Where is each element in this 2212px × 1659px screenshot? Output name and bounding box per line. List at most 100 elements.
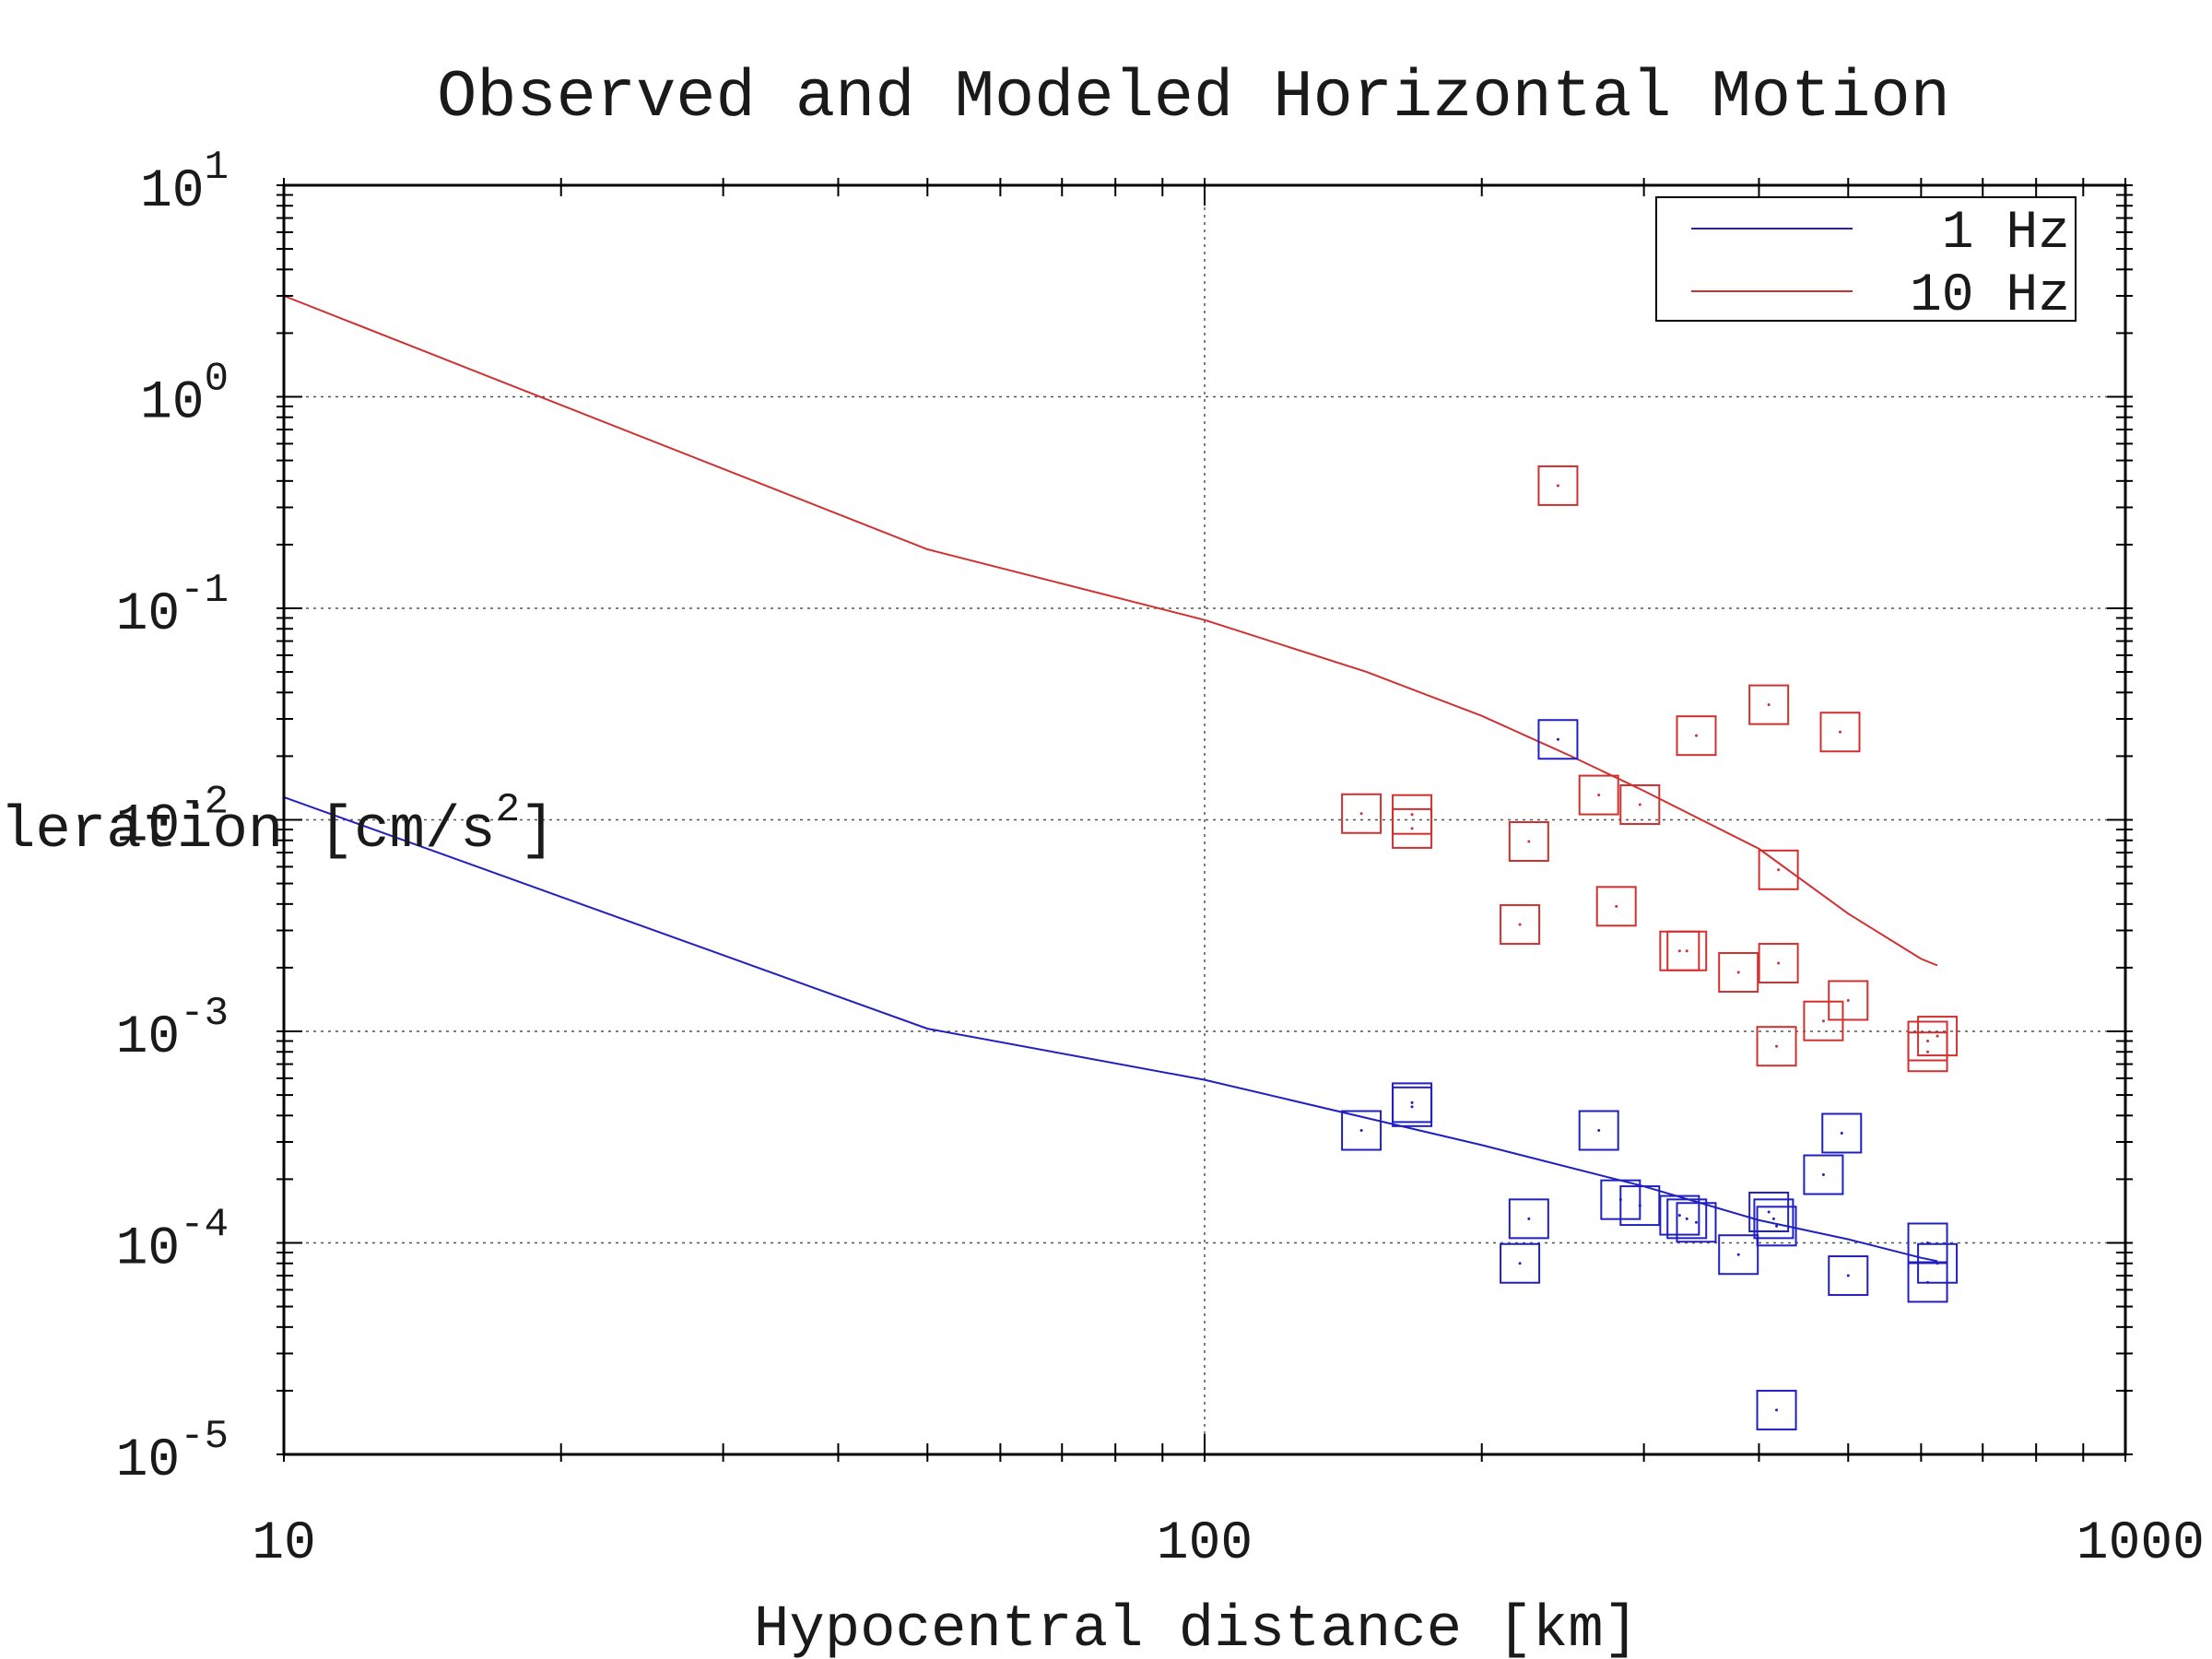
marker-square — [1828, 980, 1869, 1021]
marker-center-dot — [1685, 1217, 1688, 1220]
marker-square — [1756, 1026, 1797, 1067]
marker-square — [1758, 849, 1799, 890]
observed-point-10-hz — [1666, 930, 1708, 971]
marker-square — [1619, 1185, 1661, 1227]
marker-square — [1821, 1112, 1863, 1154]
observed-point-10-hz — [1907, 1020, 1948, 1062]
y-tick-label-exponent: -3 — [180, 991, 229, 1037]
observed-point-1-hz — [1753, 1198, 1794, 1240]
observed-point-1-hz — [1748, 1191, 1790, 1232]
y-tick-label-base: 10 — [140, 374, 205, 434]
marker-square — [1392, 807, 1433, 849]
marker-center-dot — [1767, 1210, 1771, 1214]
observed-point-1-hz — [1676, 1202, 1717, 1243]
marker-center-dot — [1677, 949, 1681, 953]
observed-point-10-hz — [1917, 1016, 1959, 1057]
y-tick-label-base: 10 — [116, 585, 181, 645]
marker-square — [1907, 1020, 1948, 1062]
axis-ticks — [276, 178, 2133, 1462]
observed-point-10-hz — [1659, 930, 1700, 971]
observed-point-10-hz — [1758, 943, 1799, 984]
y-tick-label-exponent: 0 — [205, 357, 229, 403]
marker-square — [1659, 1194, 1700, 1236]
y-tick-label: 10-1 — [116, 568, 229, 645]
marker-square — [1748, 1191, 1790, 1232]
x-tick-labels: 10 100 1000 — [252, 1514, 2205, 1574]
y-axis-label-text: leration [cm/s — [0, 798, 496, 865]
observed-point-1-hz — [1619, 1185, 1661, 1227]
y-axis-label-tail: ] — [520, 798, 555, 865]
marker-center-dot — [1518, 1262, 1522, 1265]
marker-center-dot — [1777, 961, 1781, 965]
y-tick-label-base: 10 — [116, 797, 181, 857]
marker-center-dot — [1597, 794, 1601, 797]
x-axis-label: Hypocentral distance [km] — [754, 1597, 1639, 1659]
marker-center-dot — [1936, 1034, 1939, 1038]
observed-point-1-hz — [1828, 1255, 1869, 1297]
marker-square — [1917, 1242, 1959, 1284]
marker-center-dot — [1359, 1129, 1363, 1133]
marker-center-dot — [1556, 484, 1559, 488]
marker-center-dot — [1597, 1129, 1601, 1133]
legend-label: 10 Hz — [1910, 266, 2070, 326]
observed-point-1-hz — [1718, 1234, 1759, 1276]
marker-center-dot — [1821, 1019, 1825, 1023]
observed-point-1-hz — [1756, 1206, 1797, 1247]
marker-center-dot — [1775, 1408, 1779, 1412]
marker-square — [1758, 943, 1799, 984]
data-markers — [1341, 465, 1959, 1430]
marker-square — [1676, 715, 1717, 757]
y-tick-label: 101 — [140, 145, 229, 222]
observed-point-10-hz — [1758, 849, 1799, 890]
y-tick-label-exponent: -5 — [180, 1414, 229, 1460]
observed-point-1-hz — [1803, 1154, 1844, 1195]
observed-point-10-hz — [1619, 784, 1661, 826]
marker-center-dot — [1846, 998, 1850, 1002]
marker-square — [1803, 1000, 1844, 1041]
marker-square — [1619, 784, 1661, 826]
marker-square — [1718, 952, 1759, 994]
marker-square — [1578, 1110, 1619, 1151]
marker-square — [1666, 1198, 1708, 1240]
marker-center-dot — [1518, 923, 1522, 926]
observed-point-10-hz — [1500, 904, 1541, 946]
marker-square — [1828, 1255, 1869, 1297]
marker-square — [1578, 774, 1619, 816]
observed-point-10-hz — [1578, 774, 1619, 816]
marker-square — [1748, 684, 1790, 725]
x-tick-label: 1000 — [2077, 1514, 2205, 1574]
marker-center-dot — [1846, 1274, 1850, 1277]
observed-point-1-hz — [1392, 1086, 1433, 1127]
model-line-10-hz — [283, 295, 1938, 967]
marker-square — [1595, 886, 1637, 927]
marker-center-dot — [1638, 803, 1641, 806]
observed-point-1-hz — [1756, 1389, 1797, 1430]
marker-center-dot — [1736, 1253, 1740, 1256]
y-tick-label-exponent: -2 — [180, 780, 229, 826]
marker-square — [1819, 712, 1861, 753]
y-tick-label-base: 10 — [116, 1220, 181, 1280]
marker-square — [1500, 904, 1541, 946]
observed-point-1-hz — [1500, 1242, 1541, 1284]
marker-square — [1537, 719, 1579, 760]
marker-center-dot — [1556, 737, 1559, 741]
marker-center-dot — [1821, 1173, 1825, 1177]
marker-square — [1500, 1242, 1541, 1284]
y-tick-label-base: 10 — [116, 1431, 181, 1491]
observed-point-10-hz — [1907, 1031, 1948, 1073]
marker-center-dot — [1767, 703, 1771, 707]
y-tick-label: 10-2 — [116, 780, 229, 857]
observed-point-10-hz — [1803, 1000, 1844, 1041]
marker-square — [1508, 820, 1549, 862]
observed-point-10-hz — [1756, 1026, 1797, 1067]
marker-center-dot — [1410, 1100, 1414, 1104]
marker-center-dot — [1685, 949, 1688, 953]
observed-point-10-hz — [1392, 807, 1433, 849]
observed-point-10-hz — [1828, 980, 1869, 1021]
observed-point-1-hz — [1341, 1110, 1382, 1151]
marker-center-dot — [1410, 813, 1414, 817]
observed-point-10-hz — [1676, 715, 1717, 757]
y-tick-label: 10-4 — [116, 1203, 229, 1280]
